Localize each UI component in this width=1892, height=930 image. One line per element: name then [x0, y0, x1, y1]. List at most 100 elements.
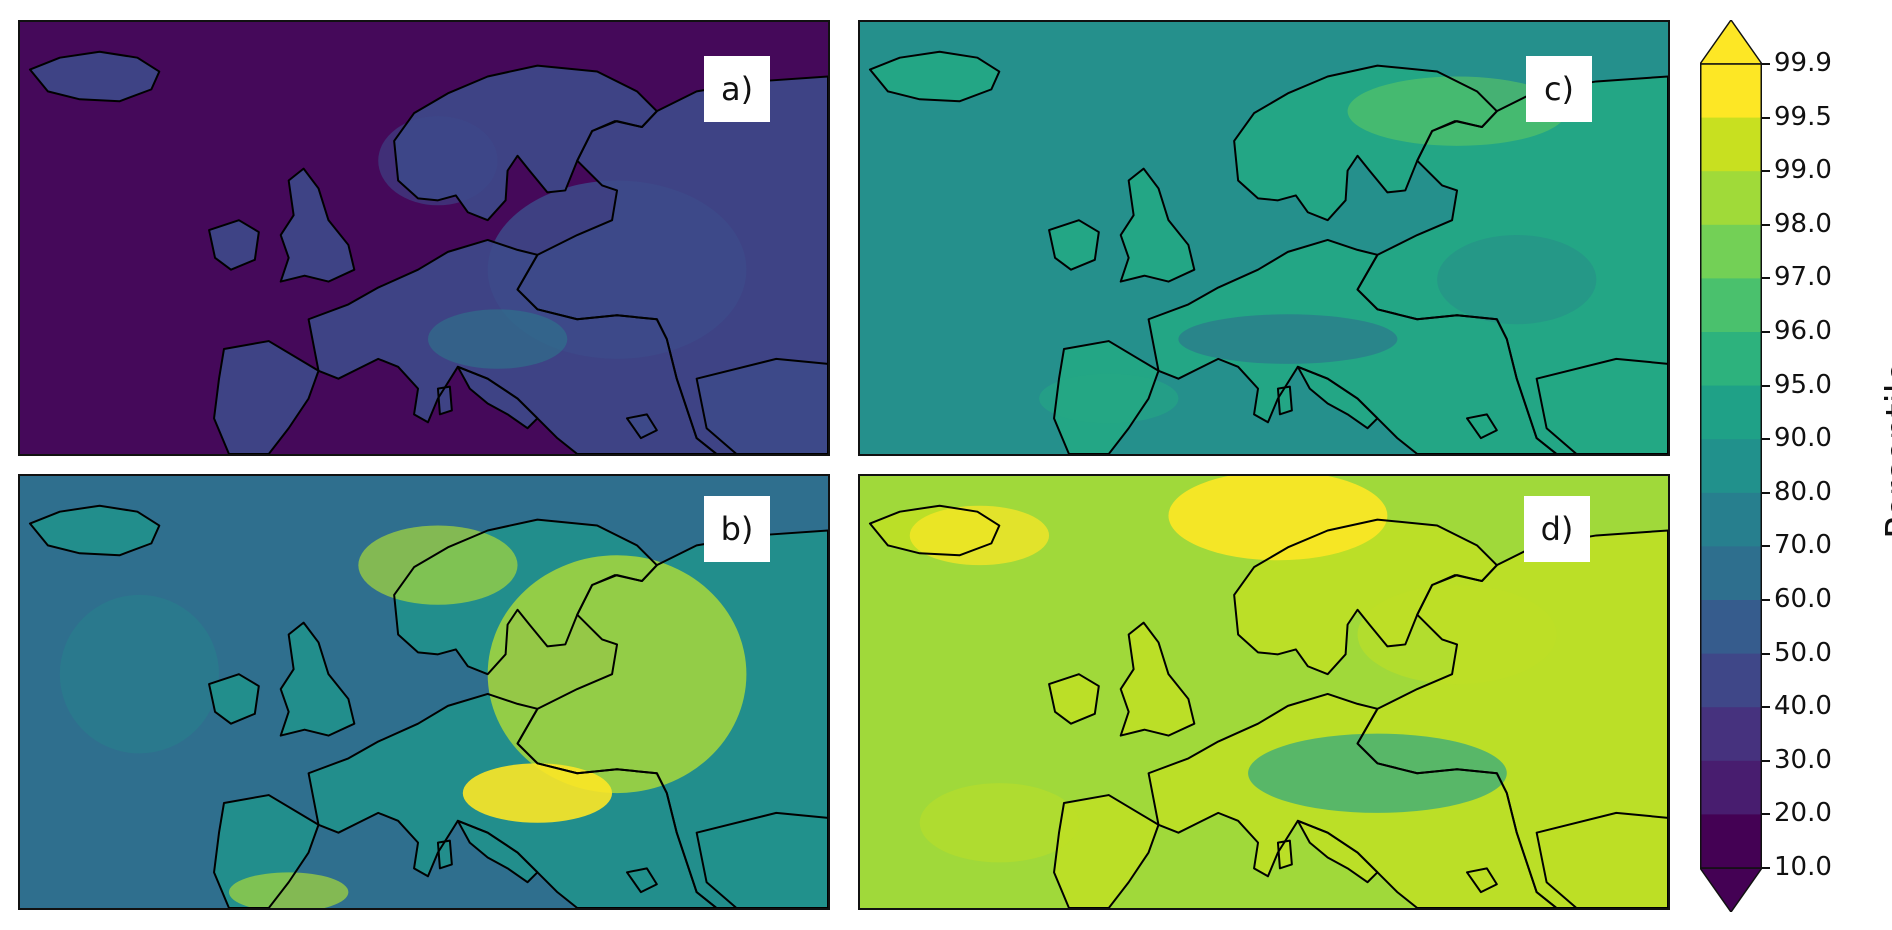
land-ireland	[209, 220, 259, 270]
colorbar-segment-11	[1700, 653, 1762, 708]
coastline-balkans_islands	[626, 413, 658, 440]
colorbar-tick-mark	[1762, 331, 1770, 333]
colorbar-tick-mark	[1762, 867, 1770, 869]
colorbar-tick-label: 90.0	[1774, 423, 1832, 454]
shading-field-2	[1178, 314, 1398, 364]
shading-field-4	[59, 594, 220, 754]
coastline-italy	[1296, 819, 1379, 884]
colorbar-tick-label: 20.0	[1774, 798, 1832, 829]
colorbar-tick-label: 96.0	[1774, 316, 1832, 346]
panel-label-c: c)	[1526, 56, 1592, 122]
shading-field-1	[1437, 235, 1597, 325]
colorbar-segment-8	[1700, 492, 1762, 547]
colorbar-tick-mark	[1762, 384, 1770, 387]
shading-field-0	[1168, 476, 1388, 561]
coastline-sardinia	[1276, 385, 1293, 416]
coastline-ireland	[1048, 219, 1100, 271]
shading-field-2	[228, 872, 349, 908]
shading-field-3	[1357, 584, 1557, 685]
land-gb	[1120, 168, 1195, 282]
colorbar-segment-1	[1700, 117, 1762, 172]
colorbar-segment-2	[1700, 171, 1762, 226]
colorbar-tick-label: 99.9	[1774, 48, 1832, 78]
coastline-mainland	[1147, 238, 1558, 454]
land-turkey	[1536, 812, 1668, 908]
colorbar-frame	[1700, 63, 1762, 869]
shading-field-0	[487, 555, 747, 794]
panel-label-a: a)	[704, 56, 770, 122]
colorbar-segment-9	[1700, 546, 1762, 601]
panel-label-b: b)	[704, 496, 770, 562]
coastline-turkey	[695, 811, 828, 908]
coastline-gb	[1119, 167, 1196, 283]
coastline-italy	[456, 365, 539, 430]
coastline-balkans_islands	[1465, 867, 1498, 894]
land-iceland	[29, 505, 160, 556]
coastline-iberia	[213, 340, 320, 454]
colorbar-tick-mark	[1762, 170, 1770, 173]
land-gb	[280, 168, 355, 282]
colorbar-tick-mark	[1762, 438, 1770, 441]
colorbar-tick-label: 70.0	[1774, 530, 1832, 561]
shading-field-2	[1248, 733, 1507, 813]
colorbar-tick-label: 98.0	[1774, 208, 1832, 239]
colorbar-segment-10	[1700, 600, 1762, 655]
colorbar-segment-0	[1700, 64, 1762, 119]
colorbar-extend-bottom	[1698, 867, 1764, 914]
colorbar-tick-mark	[1762, 652, 1770, 655]
land-iberia	[214, 341, 319, 454]
map-b	[20, 476, 828, 908]
colorbar-tick-label: 40.0	[1774, 691, 1832, 722]
colorbar-tick-mark	[1762, 706, 1770, 709]
colorbar-title: Percentile	[1879, 361, 1892, 539]
coastline-balkans_islands	[626, 867, 658, 894]
land-iberia	[214, 795, 319, 908]
shading-field-3	[358, 525, 518, 605]
coastline-iceland	[28, 504, 161, 557]
coastline-iceland	[28, 50, 161, 103]
colorbar-tick-label: 50.0	[1774, 637, 1832, 668]
coastline-mainland	[1147, 692, 1558, 908]
colorbar-segment-7	[1700, 439, 1762, 494]
land-italy	[1297, 366, 1378, 429]
panel-label-d: d)	[1524, 496, 1590, 562]
colorbar-tick-mark	[1762, 599, 1770, 601]
coastline-iceland	[868, 50, 1001, 103]
land-italy	[1297, 820, 1378, 883]
land-iceland	[869, 51, 1000, 102]
colorbar-tick-label: 95.0	[1774, 369, 1832, 400]
coastline-turkey	[1535, 357, 1668, 454]
map-a	[20, 22, 828, 454]
coastline-sardinia	[1276, 839, 1293, 870]
colorbar-tick-mark	[1762, 813, 1770, 816]
coastline-gb	[279, 621, 356, 737]
coastline-iberia	[213, 794, 320, 908]
colorbar-tick-label: 60.0	[1774, 584, 1832, 614]
coastline-mainland	[307, 238, 718, 454]
map-panel-d: d)	[858, 474, 1670, 910]
colorbar-tick-mark	[1762, 759, 1770, 762]
coastline-ireland	[208, 673, 260, 725]
coastline-sardinia	[436, 839, 453, 870]
land-iceland	[29, 51, 160, 102]
colorbar-segment-4	[1700, 278, 1762, 333]
shading-field-4	[919, 783, 1079, 863]
shading-field-0	[1347, 76, 1567, 146]
shading-field-0	[487, 180, 747, 359]
coastline-turkey	[695, 357, 828, 454]
coastline-iberia	[1053, 794, 1160, 908]
coastline-italy	[1296, 365, 1379, 430]
land-turkey	[1536, 358, 1668, 454]
coastline-balkans_islands	[1465, 413, 1498, 440]
land-italy	[457, 366, 538, 429]
colorbar-tick-mark	[1762, 545, 1770, 548]
coastline-ireland	[208, 219, 260, 271]
land-ireland	[1049, 674, 1099, 724]
land-italy	[457, 820, 538, 883]
land-finland_russia	[1357, 76, 1668, 454]
colorbar-tick-label: 99.0	[1774, 155, 1832, 186]
coastline-iberia	[1053, 340, 1160, 454]
coastline-iceland	[868, 504, 1001, 557]
land-balkans_islands	[626, 414, 657, 439]
coastline-mainland	[307, 692, 718, 908]
